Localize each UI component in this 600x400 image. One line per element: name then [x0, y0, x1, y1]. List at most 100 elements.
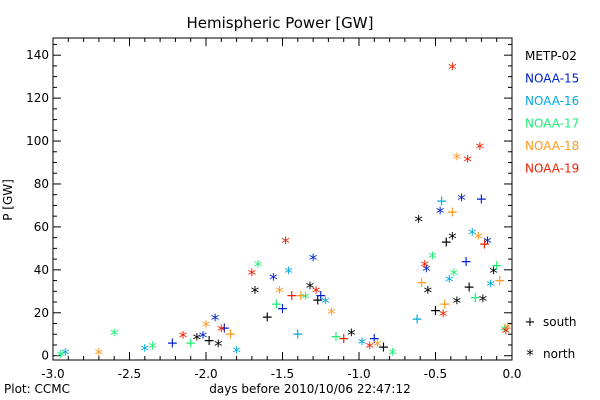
data-point: *	[448, 230, 457, 250]
data-point: *	[479, 292, 488, 312]
x-tick-label: 0.0	[502, 367, 521, 381]
data-point: *	[251, 283, 260, 303]
marker-key: + south * north	[525, 315, 577, 364]
data-point: *	[448, 60, 457, 80]
data-point: *	[358, 335, 367, 355]
data-point: *	[56, 348, 65, 368]
data-point: *	[284, 264, 293, 284]
data-point: +	[463, 280, 475, 296]
data-point: *	[110, 326, 119, 346]
data-point: *	[95, 346, 104, 366]
data-point: *	[474, 230, 483, 250]
legend-entry: NOAA-17	[525, 117, 579, 131]
x-axis-ticks: -3.0 -2.5 -2.0 -1.5 -1.0 -0.5 0.0	[41, 38, 522, 381]
data-point: *	[301, 290, 310, 310]
data-point: *	[457, 191, 466, 211]
data-point: +	[271, 297, 283, 313]
data-point: *	[193, 331, 202, 351]
data-point: *	[421, 258, 430, 278]
legend: METP-02 NOAA-15 NOAA-16 NOAA-17 NOAA-18 NOAA-…	[525, 49, 579, 176]
y-tick-label: 120	[26, 91, 49, 105]
y-axis-ticks: 0 20 40 60 80 100 120 140	[26, 43, 512, 363]
data-point: *	[211, 311, 220, 331]
data-point: *	[453, 150, 462, 170]
data-point: +	[416, 275, 428, 291]
data-point: +	[185, 335, 197, 351]
data-point: *	[439, 307, 448, 327]
data-point: +	[330, 329, 342, 345]
data-point: +	[439, 297, 451, 313]
data-point: *	[306, 279, 315, 299]
data-point: *	[269, 270, 278, 290]
y-tick-label: 140	[26, 48, 49, 62]
y-tick-label: 0	[41, 349, 49, 363]
data-point: +	[295, 288, 307, 304]
data-point: *	[373, 337, 382, 357]
x-tick-label: -2.0	[194, 367, 217, 381]
data-point: *	[489, 264, 498, 284]
data-point: *	[309, 251, 318, 271]
data-point: *	[476, 139, 485, 159]
data-point: +	[368, 331, 380, 347]
data-point: *	[453, 294, 462, 314]
marker-key-label: south	[543, 315, 577, 329]
y-tick-label: 60	[34, 220, 49, 234]
x-tick-label: -3.0	[41, 367, 64, 381]
data-point: *	[281, 234, 290, 254]
data-point: +	[261, 310, 273, 326]
data-point: *	[422, 262, 431, 282]
data-point: +	[469, 290, 481, 306]
data-point: +	[277, 301, 289, 317]
data-point: *	[217, 322, 226, 342]
data-point: +	[476, 192, 488, 208]
data-point: *	[428, 249, 437, 269]
data-point: +	[225, 327, 237, 343]
data-point: *	[424, 283, 433, 303]
y-tick-label: 20	[34, 306, 49, 320]
chart-title: Hemispheric Power [GW]	[187, 14, 374, 32]
data-point: *	[214, 337, 223, 357]
data-point: *	[388, 346, 397, 366]
y-axis-label: P [GW]	[1, 179, 15, 221]
x-axis-label: days before 2010/10/06 22:47:12	[209, 382, 410, 396]
data-point: *	[254, 258, 263, 278]
legend-entry: NOAA-15	[525, 72, 579, 86]
data-point: *	[365, 339, 374, 359]
data-point: +	[446, 204, 458, 220]
data-point: +	[494, 273, 506, 289]
data-point: *	[275, 283, 284, 303]
legend-entry: NOAA-16	[525, 94, 579, 108]
data-point: *	[141, 341, 150, 361]
x-tick-label: -1.0	[347, 367, 370, 381]
data-point: +	[292, 327, 304, 343]
legend-entry: METP-02	[525, 49, 577, 63]
data-point: +	[312, 292, 324, 308]
marker-key-symbol: +	[525, 315, 536, 330]
data-point: +	[479, 237, 491, 253]
data-point: *	[414, 212, 423, 232]
marker-key-label: north	[543, 347, 575, 361]
data-point: *	[503, 320, 512, 340]
data-point: +	[203, 333, 215, 349]
data-point: +	[460, 254, 472, 270]
data-point: *	[436, 204, 445, 224]
legend-entry: NOAA-19	[525, 162, 579, 176]
data-point: *	[347, 326, 356, 346]
data-point: +	[436, 194, 448, 210]
data-points: * + **+*+*+**+**+**++* +*+*+***++** +* * **+**…	[56, 60, 511, 368]
data-point: *	[327, 305, 336, 325]
y-tick-label: 100	[26, 134, 49, 148]
data-point: +	[430, 303, 442, 319]
y-tick-label: 40	[34, 263, 49, 277]
data-point: *	[248, 266, 257, 286]
data-point: +	[440, 234, 452, 250]
data-point: *	[179, 328, 188, 348]
data-point: *	[61, 346, 70, 366]
data-point: *	[202, 318, 211, 338]
data-point: *	[199, 328, 208, 348]
data-point: *	[321, 294, 330, 314]
x-tick-label: -1.5	[271, 367, 294, 381]
data-point: *	[463, 152, 472, 172]
data-point: *	[312, 283, 321, 303]
